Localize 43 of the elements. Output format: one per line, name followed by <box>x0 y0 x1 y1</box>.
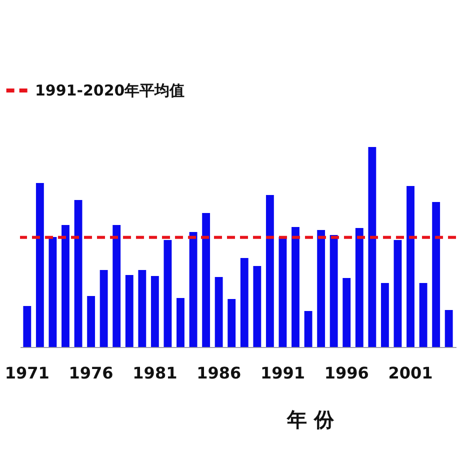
bar <box>342 278 351 347</box>
bar <box>150 276 159 347</box>
bar <box>368 147 376 347</box>
bar <box>330 235 338 347</box>
bar <box>240 258 248 347</box>
bar <box>228 299 236 347</box>
bar <box>278 237 287 347</box>
bar <box>100 270 108 347</box>
bar <box>176 298 184 347</box>
x-tick-label: 1976 <box>68 364 114 382</box>
bar <box>138 270 146 347</box>
bar <box>406 186 414 347</box>
bar <box>304 311 312 347</box>
bar <box>112 225 121 347</box>
bar <box>266 195 274 347</box>
x-tick-label: 1971 <box>4 364 50 382</box>
bar <box>87 296 96 347</box>
bar <box>125 275 134 347</box>
bar <box>74 200 82 347</box>
bar <box>164 240 172 347</box>
x-axis-title: 年 份 <box>286 408 335 432</box>
x-tick-label: 1991 <box>260 364 305 382</box>
bar <box>317 230 326 347</box>
bar <box>214 277 223 347</box>
bar <box>62 225 70 347</box>
bar <box>380 283 389 347</box>
bar <box>432 202 440 347</box>
bar <box>36 183 44 347</box>
bar <box>23 306 32 347</box>
bar <box>189 232 198 347</box>
bar <box>202 213 210 347</box>
bar <box>444 310 453 347</box>
bar <box>394 240 402 347</box>
bar <box>355 228 364 347</box>
x-tick-label: 1986 <box>196 364 242 382</box>
legend-label: 1991-2020年平均值 <box>35 82 185 100</box>
bar <box>292 227 300 347</box>
bar <box>48 237 57 347</box>
x-tick-label: 1996 <box>324 364 369 382</box>
bar <box>419 283 428 347</box>
x-tick-label: 1981 <box>132 364 178 382</box>
x-tick-label: 2001 <box>388 364 433 382</box>
bar <box>253 266 262 347</box>
